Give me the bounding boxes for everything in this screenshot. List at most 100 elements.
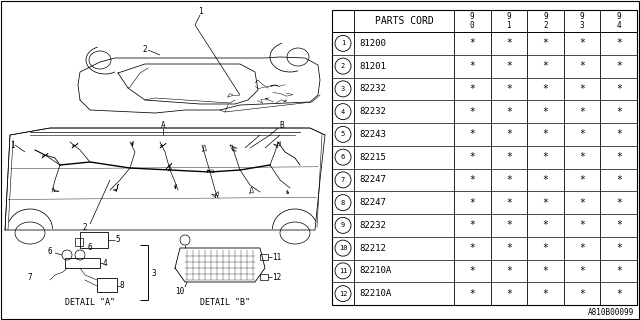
Text: *: * (469, 129, 476, 140)
Text: 82232: 82232 (359, 84, 386, 93)
Circle shape (62, 250, 72, 260)
Text: *: * (469, 152, 476, 162)
Text: *: * (543, 152, 548, 162)
Text: 9: 9 (341, 222, 345, 228)
Text: *: * (616, 152, 621, 162)
Text: 7: 7 (341, 177, 345, 183)
Text: *: * (469, 198, 476, 208)
Text: *: * (616, 175, 621, 185)
Text: 8: 8 (120, 282, 125, 291)
Text: *: * (506, 220, 512, 230)
Circle shape (335, 58, 351, 74)
Text: *: * (579, 266, 585, 276)
Text: *: * (506, 107, 512, 116)
Text: *: * (616, 84, 621, 94)
Text: *: * (616, 61, 621, 71)
Text: 9
0: 9 0 (470, 12, 475, 30)
Circle shape (335, 286, 351, 302)
Text: 82247: 82247 (359, 198, 386, 207)
Text: 12: 12 (339, 291, 348, 297)
Text: B: B (280, 121, 284, 130)
Text: *: * (506, 243, 512, 253)
Circle shape (335, 195, 351, 211)
Text: *: * (469, 61, 476, 71)
Text: *: * (543, 289, 548, 299)
Text: 82247: 82247 (359, 175, 386, 184)
Text: *: * (506, 289, 512, 299)
Text: *: * (506, 198, 512, 208)
Circle shape (335, 81, 351, 97)
Text: *: * (579, 152, 585, 162)
Text: *: * (616, 107, 621, 116)
Text: *: * (543, 198, 548, 208)
Text: 4: 4 (341, 108, 345, 115)
Text: 7: 7 (28, 274, 32, 283)
Text: *: * (579, 289, 585, 299)
Text: 4: 4 (103, 259, 108, 268)
Text: *: * (469, 84, 476, 94)
Text: *: * (506, 38, 512, 48)
Text: *: * (469, 107, 476, 116)
Text: 11: 11 (339, 268, 348, 274)
Text: *: * (616, 220, 621, 230)
Bar (97, 278, 117, 292)
Text: 11: 11 (272, 252, 281, 261)
Text: *: * (506, 152, 512, 162)
Text: *: * (469, 175, 476, 185)
Text: 2: 2 (83, 222, 87, 231)
Text: *: * (579, 175, 585, 185)
Text: *: * (469, 243, 476, 253)
Circle shape (335, 104, 351, 120)
Bar (75, 238, 83, 246)
Text: *: * (506, 266, 512, 276)
Text: 81200: 81200 (359, 39, 386, 48)
Text: *: * (616, 243, 621, 253)
Text: 82232: 82232 (359, 107, 386, 116)
Text: 81201: 81201 (359, 62, 386, 71)
Text: *: * (469, 289, 476, 299)
Text: 2: 2 (143, 45, 147, 54)
Text: *: * (506, 129, 512, 140)
Text: *: * (469, 38, 476, 48)
Bar (80, 232, 108, 248)
Circle shape (335, 217, 351, 233)
Text: *: * (543, 84, 548, 94)
Text: *: * (543, 266, 548, 276)
Text: 3: 3 (341, 86, 345, 92)
Text: 5: 5 (341, 132, 345, 137)
Text: PARTS CORD: PARTS CORD (374, 16, 433, 26)
Text: A810B00099: A810B00099 (588, 308, 634, 317)
Bar (260, 254, 268, 260)
Text: *: * (579, 243, 585, 253)
Text: *: * (579, 220, 585, 230)
Bar (65, 258, 100, 268)
Text: *: * (579, 84, 585, 94)
Circle shape (335, 36, 351, 52)
Text: A: A (161, 121, 165, 130)
Text: 10: 10 (175, 287, 184, 297)
Ellipse shape (89, 51, 111, 69)
Text: 1: 1 (341, 40, 345, 46)
Text: 6: 6 (48, 247, 52, 257)
Bar (332, 10, 637, 305)
Ellipse shape (287, 48, 309, 66)
Text: *: * (616, 38, 621, 48)
Text: 82210A: 82210A (359, 266, 391, 276)
Text: *: * (579, 38, 585, 48)
Text: *: * (543, 129, 548, 140)
Text: *: * (543, 107, 548, 116)
Text: DETAIL "B": DETAIL "B" (200, 298, 250, 307)
Text: *: * (506, 84, 512, 94)
Text: *: * (506, 175, 512, 185)
Text: 6: 6 (88, 244, 93, 252)
Text: 82212: 82212 (359, 244, 386, 252)
Text: 9
3: 9 3 (580, 12, 584, 30)
Circle shape (335, 240, 351, 256)
Text: 2: 2 (341, 63, 345, 69)
Text: *: * (616, 289, 621, 299)
Text: *: * (579, 107, 585, 116)
Text: *: * (543, 175, 548, 185)
Text: *: * (543, 61, 548, 71)
Circle shape (335, 172, 351, 188)
Text: *: * (616, 198, 621, 208)
